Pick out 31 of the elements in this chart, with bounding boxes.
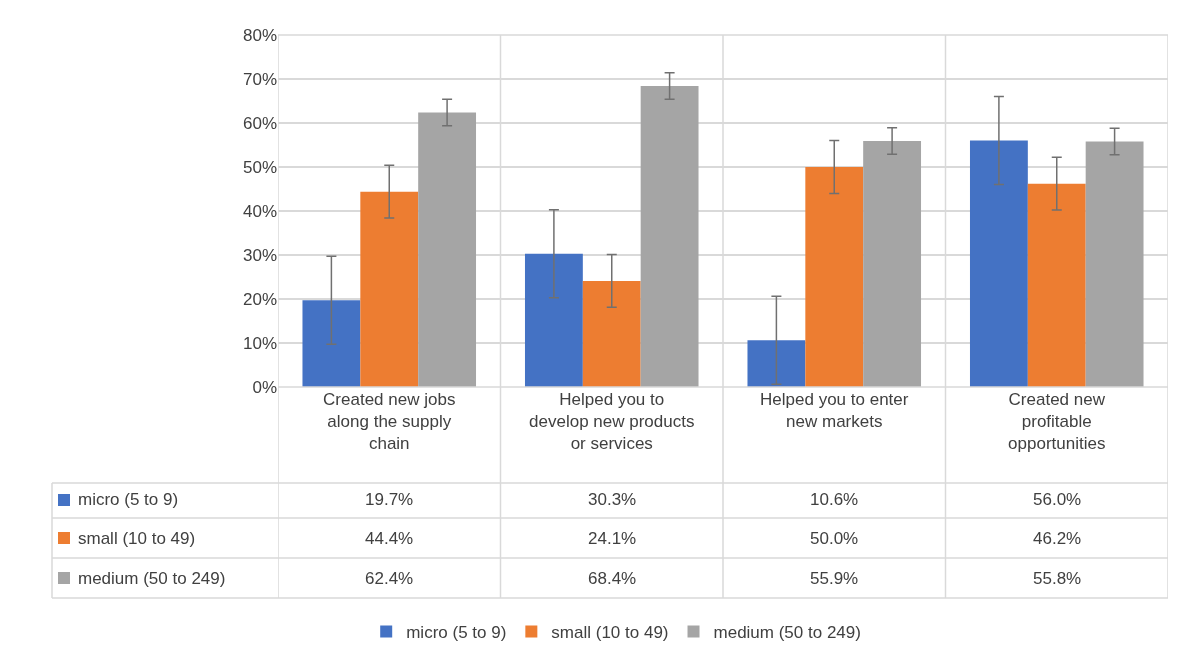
data-label: 46.2% (1033, 529, 1082, 548)
text: micro (5 to 9) (406, 623, 507, 643)
data-label: 55.8% (1033, 569, 1082, 588)
legend-label: micro (5 to 9) (78, 490, 179, 509)
y-tick-label: 0% (252, 377, 277, 397)
y-tick-label: 30% (242, 245, 277, 265)
y-tick-label: 80% (242, 25, 277, 45)
text: small (10 to 49) (551, 623, 669, 643)
legend-label: small (10 to 49) (78, 529, 196, 548)
y-tick-label: 50% (242, 157, 277, 177)
data-label: 50.0% (810, 529, 859, 548)
x-tick-label: Created new jobs along the supply chain (323, 390, 456, 454)
text: medium (50 to 249) (78, 569, 226, 588)
y-tick-label: 10% (242, 333, 277, 353)
legend-label: medium (50 to 249) (713, 623, 861, 643)
y-tick-label: 60% (242, 113, 277, 133)
data-label: 10.6% (810, 490, 859, 509)
data-label: 19.7% (365, 490, 414, 509)
x-tick-label: Created new profitable opportunities (1008, 390, 1106, 454)
y-tick-label: 70% (242, 69, 277, 89)
data-label: 62.4% (365, 569, 414, 588)
data-label: 24.1% (588, 529, 637, 548)
data-label: 30.3% (588, 490, 637, 509)
x-tick-label: Helped you to develop new products or services (529, 390, 695, 454)
data-label: 44.4% (365, 529, 414, 548)
y-tick-label: 40% (242, 201, 277, 221)
data-label: 56.0% (1033, 490, 1082, 509)
data-label: 55.9% (810, 569, 859, 588)
data-label: 68.4% (588, 569, 637, 588)
y-tick-label: 20% (242, 289, 277, 309)
x-tick-label: Helped you to enter new markets (760, 390, 909, 432)
